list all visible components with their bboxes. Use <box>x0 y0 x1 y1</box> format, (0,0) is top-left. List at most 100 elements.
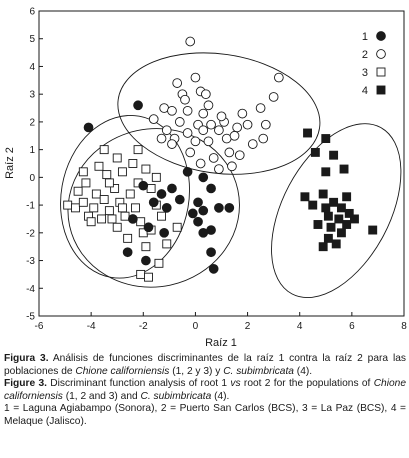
point-group-2 <box>234 150 245 161</box>
point-group-2 <box>232 122 242 133</box>
point-group-2 <box>268 92 279 102</box>
x-tick-label: 2 <box>245 321 251 332</box>
x-tick-label: 8 <box>401 321 407 332</box>
point-group-3 <box>162 239 172 249</box>
legend-label-1: 1 <box>362 31 368 43</box>
y-tick-label: 5 <box>29 34 35 45</box>
caption-es-label: Figura 3. <box>4 353 49 364</box>
point-group-1 <box>167 183 177 194</box>
point-group-2 <box>227 161 237 172</box>
point-group-3 <box>141 242 151 252</box>
point-group-3 <box>144 272 153 282</box>
caption-en-label: Figure 3. <box>4 378 47 389</box>
point-group-4 <box>323 233 333 243</box>
point-group-2 <box>156 133 167 144</box>
point-group-2 <box>229 130 240 141</box>
point-group-4 <box>350 214 359 224</box>
point-group-2 <box>224 147 235 158</box>
point-group-2 <box>182 128 193 138</box>
point-group-2 <box>242 119 253 130</box>
x-tick-label: 4 <box>297 321 303 332</box>
point-group-4 <box>342 192 352 202</box>
points-layer <box>63 36 378 282</box>
point-group-2 <box>260 119 271 130</box>
point-group-1 <box>198 172 209 183</box>
point-group-3 <box>91 189 101 199</box>
caption-groups: 1 = Laguna Agiabampo (Sonora), 2 = Puert… <box>4 403 406 427</box>
point-group-2 <box>185 36 196 47</box>
point-group-2 <box>216 111 227 122</box>
point-group-2 <box>208 153 219 163</box>
point-group-3 <box>78 197 88 207</box>
x-axis-title: Raíz 1 <box>205 337 237 349</box>
y-tick-label: 0 <box>29 173 35 184</box>
confidence-ellipse-group-1 <box>67 128 240 288</box>
y-tick-label: 2 <box>29 117 35 128</box>
point-group-3 <box>151 172 161 182</box>
caption-en-text-1: Discriminant function analysis of root 1 <box>46 378 231 389</box>
point-group-3 <box>117 203 127 213</box>
point-group-1 <box>193 216 203 227</box>
point-group-2 <box>201 89 211 100</box>
point-group-3 <box>110 184 120 193</box>
y-tick-label: 1 <box>29 145 35 156</box>
legend-label-4: 4 <box>362 85 368 97</box>
point-group-4 <box>313 220 323 229</box>
point-group-2 <box>274 72 284 83</box>
legend-marker-4 <box>376 85 386 95</box>
caption-es-species-2: C. subimbricata <box>223 365 294 377</box>
point-group-1 <box>174 194 185 205</box>
point-group-3 <box>102 170 112 180</box>
point-group-3 <box>81 178 91 188</box>
point-group-4 <box>329 197 339 207</box>
point-group-4 <box>336 203 346 213</box>
point-group-1 <box>187 208 198 219</box>
point-group-1 <box>83 122 94 133</box>
y-tick-label: -2 <box>26 228 35 239</box>
point-group-3 <box>104 178 114 188</box>
point-group-3 <box>89 203 99 213</box>
point-group-2 <box>203 100 214 111</box>
point-group-4 <box>339 164 349 174</box>
point-group-3 <box>112 222 122 232</box>
point-group-4 <box>331 239 341 249</box>
caption-en-text-4: (4). <box>211 390 230 402</box>
x-tick-label: -6 <box>35 321 44 332</box>
y-tick-label: 4 <box>29 62 35 73</box>
confidence-ellipse-group-2 <box>117 52 321 175</box>
legend-label-3: 3 <box>362 67 368 79</box>
confidence-ellipse-group-3 <box>60 115 190 279</box>
point-group-2 <box>255 103 266 113</box>
point-group-1 <box>161 203 172 213</box>
caption-english: Figure 3. Discriminant function analysis… <box>4 378 406 403</box>
point-group-3 <box>123 233 133 243</box>
point-group-2 <box>180 94 190 105</box>
x-tick-label: -4 <box>87 321 96 332</box>
x-tick-label: -2 <box>139 321 148 332</box>
point-group-1 <box>182 166 193 177</box>
point-group-2 <box>190 136 201 147</box>
point-group-2 <box>190 72 201 83</box>
point-group-1 <box>214 203 224 213</box>
caption-en-vs: vs <box>230 378 241 389</box>
point-group-3 <box>112 153 122 163</box>
caption-es-text-1: Análisis de funciones discriminantes de … <box>4 353 406 377</box>
point-group-1 <box>141 255 151 266</box>
point-group-3 <box>104 206 114 216</box>
figure-caption: Figura 3. Análisis de funciones discrimi… <box>4 353 406 428</box>
point-group-3 <box>97 214 107 224</box>
point-group-4 <box>303 128 312 138</box>
point-group-3 <box>136 217 146 227</box>
point-group-2 <box>195 158 206 169</box>
point-group-1 <box>122 247 133 258</box>
point-group-2 <box>161 125 172 136</box>
point-group-4 <box>321 167 331 177</box>
point-group-3 <box>133 145 143 155</box>
point-group-4 <box>321 203 331 213</box>
point-group-1 <box>224 203 235 213</box>
legend-marker-3 <box>376 67 386 77</box>
y-tick-label: 6 <box>29 7 35 18</box>
point-group-4 <box>310 147 320 157</box>
ticks-layer: -6 -4 -2 0 2 4 6 8 -5 -4 -3 -2 -1 0 1 2 3 4 5 6 <box>26 7 407 333</box>
point-group-4 <box>308 200 318 210</box>
